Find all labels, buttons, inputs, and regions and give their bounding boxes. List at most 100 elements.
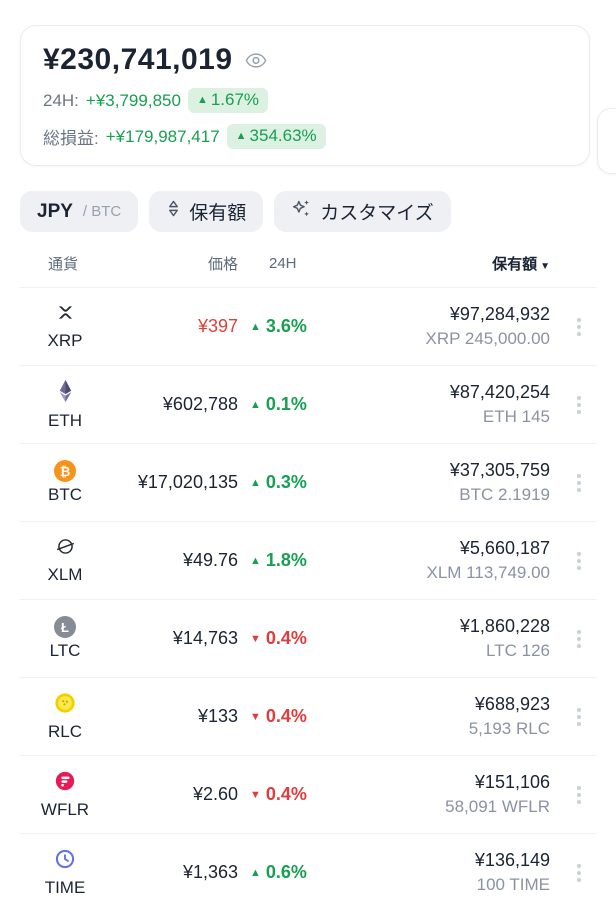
- asset-row-xrp[interactable]: XRP ¥397 ▲ 3.6% ¥97,284,932 XRP 245,000.…: [20, 287, 596, 365]
- change-24h-value: +¥3,799,850: [85, 90, 181, 110]
- up-triangle-icon: ▲: [196, 94, 208, 106]
- up-triangle-icon: ▲: [235, 130, 247, 142]
- holdings-fiat-value: ¥1,860,228: [459, 615, 550, 636]
- holdings-fiat-value: ¥37,305,759: [449, 459, 550, 480]
- holdings-quantity: BTC 2.1919: [459, 485, 550, 505]
- coin-holdings: ¥688,923 5,193 RLC: [368, 693, 562, 740]
- coin-symbol: TIME: [44, 877, 86, 897]
- coin-24h-change: ▲ 0.6%: [250, 862, 307, 882]
- coin-holdings: ¥1,860,228 LTC 126: [368, 615, 562, 662]
- coin-24h-change: ▼ 0.4%: [250, 628, 307, 648]
- row-menu-button[interactable]: [562, 395, 596, 414]
- more-options-icon: [577, 863, 581, 882]
- holdings-quantity: 100 TIME: [476, 875, 550, 895]
- holdings-fiat-value: ¥688,923: [474, 693, 550, 714]
- more-options-icon: [577, 707, 581, 726]
- holdings-fiat-value: ¥97,284,932: [449, 303, 550, 324]
- coin-price: ¥2.60: [192, 784, 238, 804]
- header-price: 価格: [207, 256, 238, 273]
- coin-holdings: ¥151,106 58,091 WFLR: [368, 771, 562, 818]
- header-holdings-sort[interactable]: 保有額 ▼: [492, 256, 550, 273]
- change-triangle-icon: ▼: [250, 632, 261, 645]
- more-options-icon: [577, 785, 581, 804]
- coin-symbol: WFLR: [40, 799, 90, 819]
- coin-24h-change: ▼ 0.4%: [250, 706, 307, 726]
- currency-toggle-button[interactable]: JPY / BTC: [20, 191, 139, 232]
- time-coin-icon: [54, 848, 76, 875]
- holdings-quantity: LTC 126: [486, 641, 550, 661]
- row-menu-button[interactable]: [562, 707, 596, 726]
- coin-holdings: ¥87,420,254 ETH 145: [368, 381, 562, 428]
- filter-bar: JPY / BTC 保有額 カスタマイズ: [20, 191, 596, 232]
- holdings-fiat-value: ¥87,420,254: [449, 381, 550, 402]
- asset-list: XRP ¥397 ▲ 3.6% ¥97,284,932 XRP 245,000.…: [20, 287, 596, 911]
- holdings-quantity: 5,193 RLC: [468, 719, 550, 739]
- asset-row-eth[interactable]: ETH ¥602,788 ▲ 0.1% ¥87,420,254 ETH 145: [20, 365, 596, 443]
- holdings-quantity: XLM 113,749.00: [426, 563, 551, 583]
- change-triangle-icon: ▲: [250, 320, 261, 333]
- change-triangle-icon: ▼: [250, 788, 261, 801]
- coin-holdings: ¥97,284,932 XRP 245,000.00: [368, 303, 562, 350]
- holdings-quantity: XRP 245,000.00: [425, 329, 550, 349]
- total-pnl-value: +¥179,987,417: [105, 126, 220, 146]
- coin-price: ¥397: [197, 316, 238, 336]
- customize-button[interactable]: カスタマイズ: [274, 191, 451, 232]
- change-24h-pct: 1.67%: [210, 90, 260, 109]
- more-options-icon: [577, 629, 581, 648]
- holdings-quantity: 58,091 WFLR: [445, 797, 550, 817]
- total-pnl-row: 総損益: +¥179,987,417 ▲ 354.63%: [43, 124, 567, 149]
- row-menu-button[interactable]: [562, 551, 596, 570]
- more-options-icon: [577, 395, 581, 414]
- change-triangle-icon: ▼: [250, 710, 261, 723]
- asset-row-btc[interactable]: ₿ BTC ¥17,020,135 ▲ 0.3% ¥37,305,759 BTC…: [20, 443, 596, 521]
- coin-24h-change: ▲ 1.8%: [250, 550, 307, 570]
- row-menu-button[interactable]: [562, 629, 596, 648]
- coin-24h-change: ▲ 0.1%: [250, 394, 307, 414]
- row-menu-button[interactable]: [562, 473, 596, 492]
- row-menu-button[interactable]: [562, 863, 596, 882]
- wflr-coin-icon: [54, 770, 76, 797]
- more-options-icon: [577, 473, 581, 492]
- coin-symbol: XRP: [47, 331, 83, 350]
- sort-button-label: 保有額: [189, 203, 247, 224]
- coin-24h-change: ▲ 0.3%: [250, 472, 307, 492]
- holdings-fiat-value: ¥151,106: [474, 771, 550, 792]
- xlm-coin-icon: [55, 536, 76, 562]
- coin-24h-change: ▼ 0.4%: [250, 784, 307, 804]
- change-triangle-icon: ▲: [250, 866, 261, 879]
- currency-separator: /: [82, 203, 88, 220]
- asset-row-rlc[interactable]: RLC ¥133 ▼ 0.4% ¥688,923 5,193 RLC: [20, 677, 596, 755]
- total-pnl-badge: ▲ 354.63%: [226, 124, 326, 149]
- coin-symbol: XLM: [47, 565, 83, 584]
- asset-row-ltc[interactable]: Ł LTC ¥14,763 ▼ 0.4% ¥1,860,228 LTC 126: [20, 599, 596, 677]
- header-coin: 通貨: [48, 256, 79, 273]
- holdings-quantity: ETH 145: [482, 407, 550, 427]
- asset-row-wflr[interactable]: WFLR ¥2.60 ▼ 0.4% ¥151,106 58,091 WFLR: [20, 755, 596, 833]
- eye-icon[interactable]: [245, 52, 267, 68]
- currency-secondary: BTC: [91, 203, 122, 220]
- coin-holdings: ¥5,660,187 XLM 113,749.00: [368, 537, 562, 584]
- xrp-coin-icon: [55, 302, 76, 328]
- sort-button[interactable]: 保有額: [149, 191, 264, 232]
- holdings-fiat-value: ¥136,149: [474, 849, 550, 870]
- change-24h-row: 24H: +¥3,799,850 ▲ 1.67%: [43, 88, 567, 113]
- coin-symbol: LTC: [49, 641, 81, 660]
- portfolio-summary-card: ¥230,741,019 24H: +¥3,799,850 ▲ 1.67% 総損…: [20, 25, 590, 166]
- change-24h-label: 24H:: [43, 90, 79, 110]
- next-card-peek[interactable]: [597, 108, 616, 174]
- customize-button-label: カスタマイズ: [320, 203, 434, 224]
- sparkles-icon: [291, 198, 312, 225]
- total-pnl-pct: 354.63%: [249, 126, 317, 145]
- total-portfolio-value: ¥230,741,019: [43, 43, 233, 76]
- coin-holdings: ¥136,149 100 TIME: [368, 849, 562, 896]
- more-options-icon: [577, 317, 581, 336]
- coin-price: ¥602,788: [162, 394, 238, 414]
- table-header: 通貨 価格 24H 保有額 ▼: [20, 253, 596, 287]
- asset-row-time[interactable]: TIME ¥1,363 ▲ 0.6% ¥136,149 100 TIME: [20, 833, 596, 911]
- asset-row-xlm[interactable]: XLM ¥49.76 ▲ 1.8% ¥5,660,187 XLM 113,749…: [20, 521, 596, 599]
- coin-symbol: ETH: [48, 410, 82, 430]
- row-menu-button[interactable]: [562, 317, 596, 336]
- eth-coin-icon: [58, 379, 73, 408]
- row-menu-button[interactable]: [562, 785, 596, 804]
- sort-arrows-icon: [166, 199, 181, 224]
